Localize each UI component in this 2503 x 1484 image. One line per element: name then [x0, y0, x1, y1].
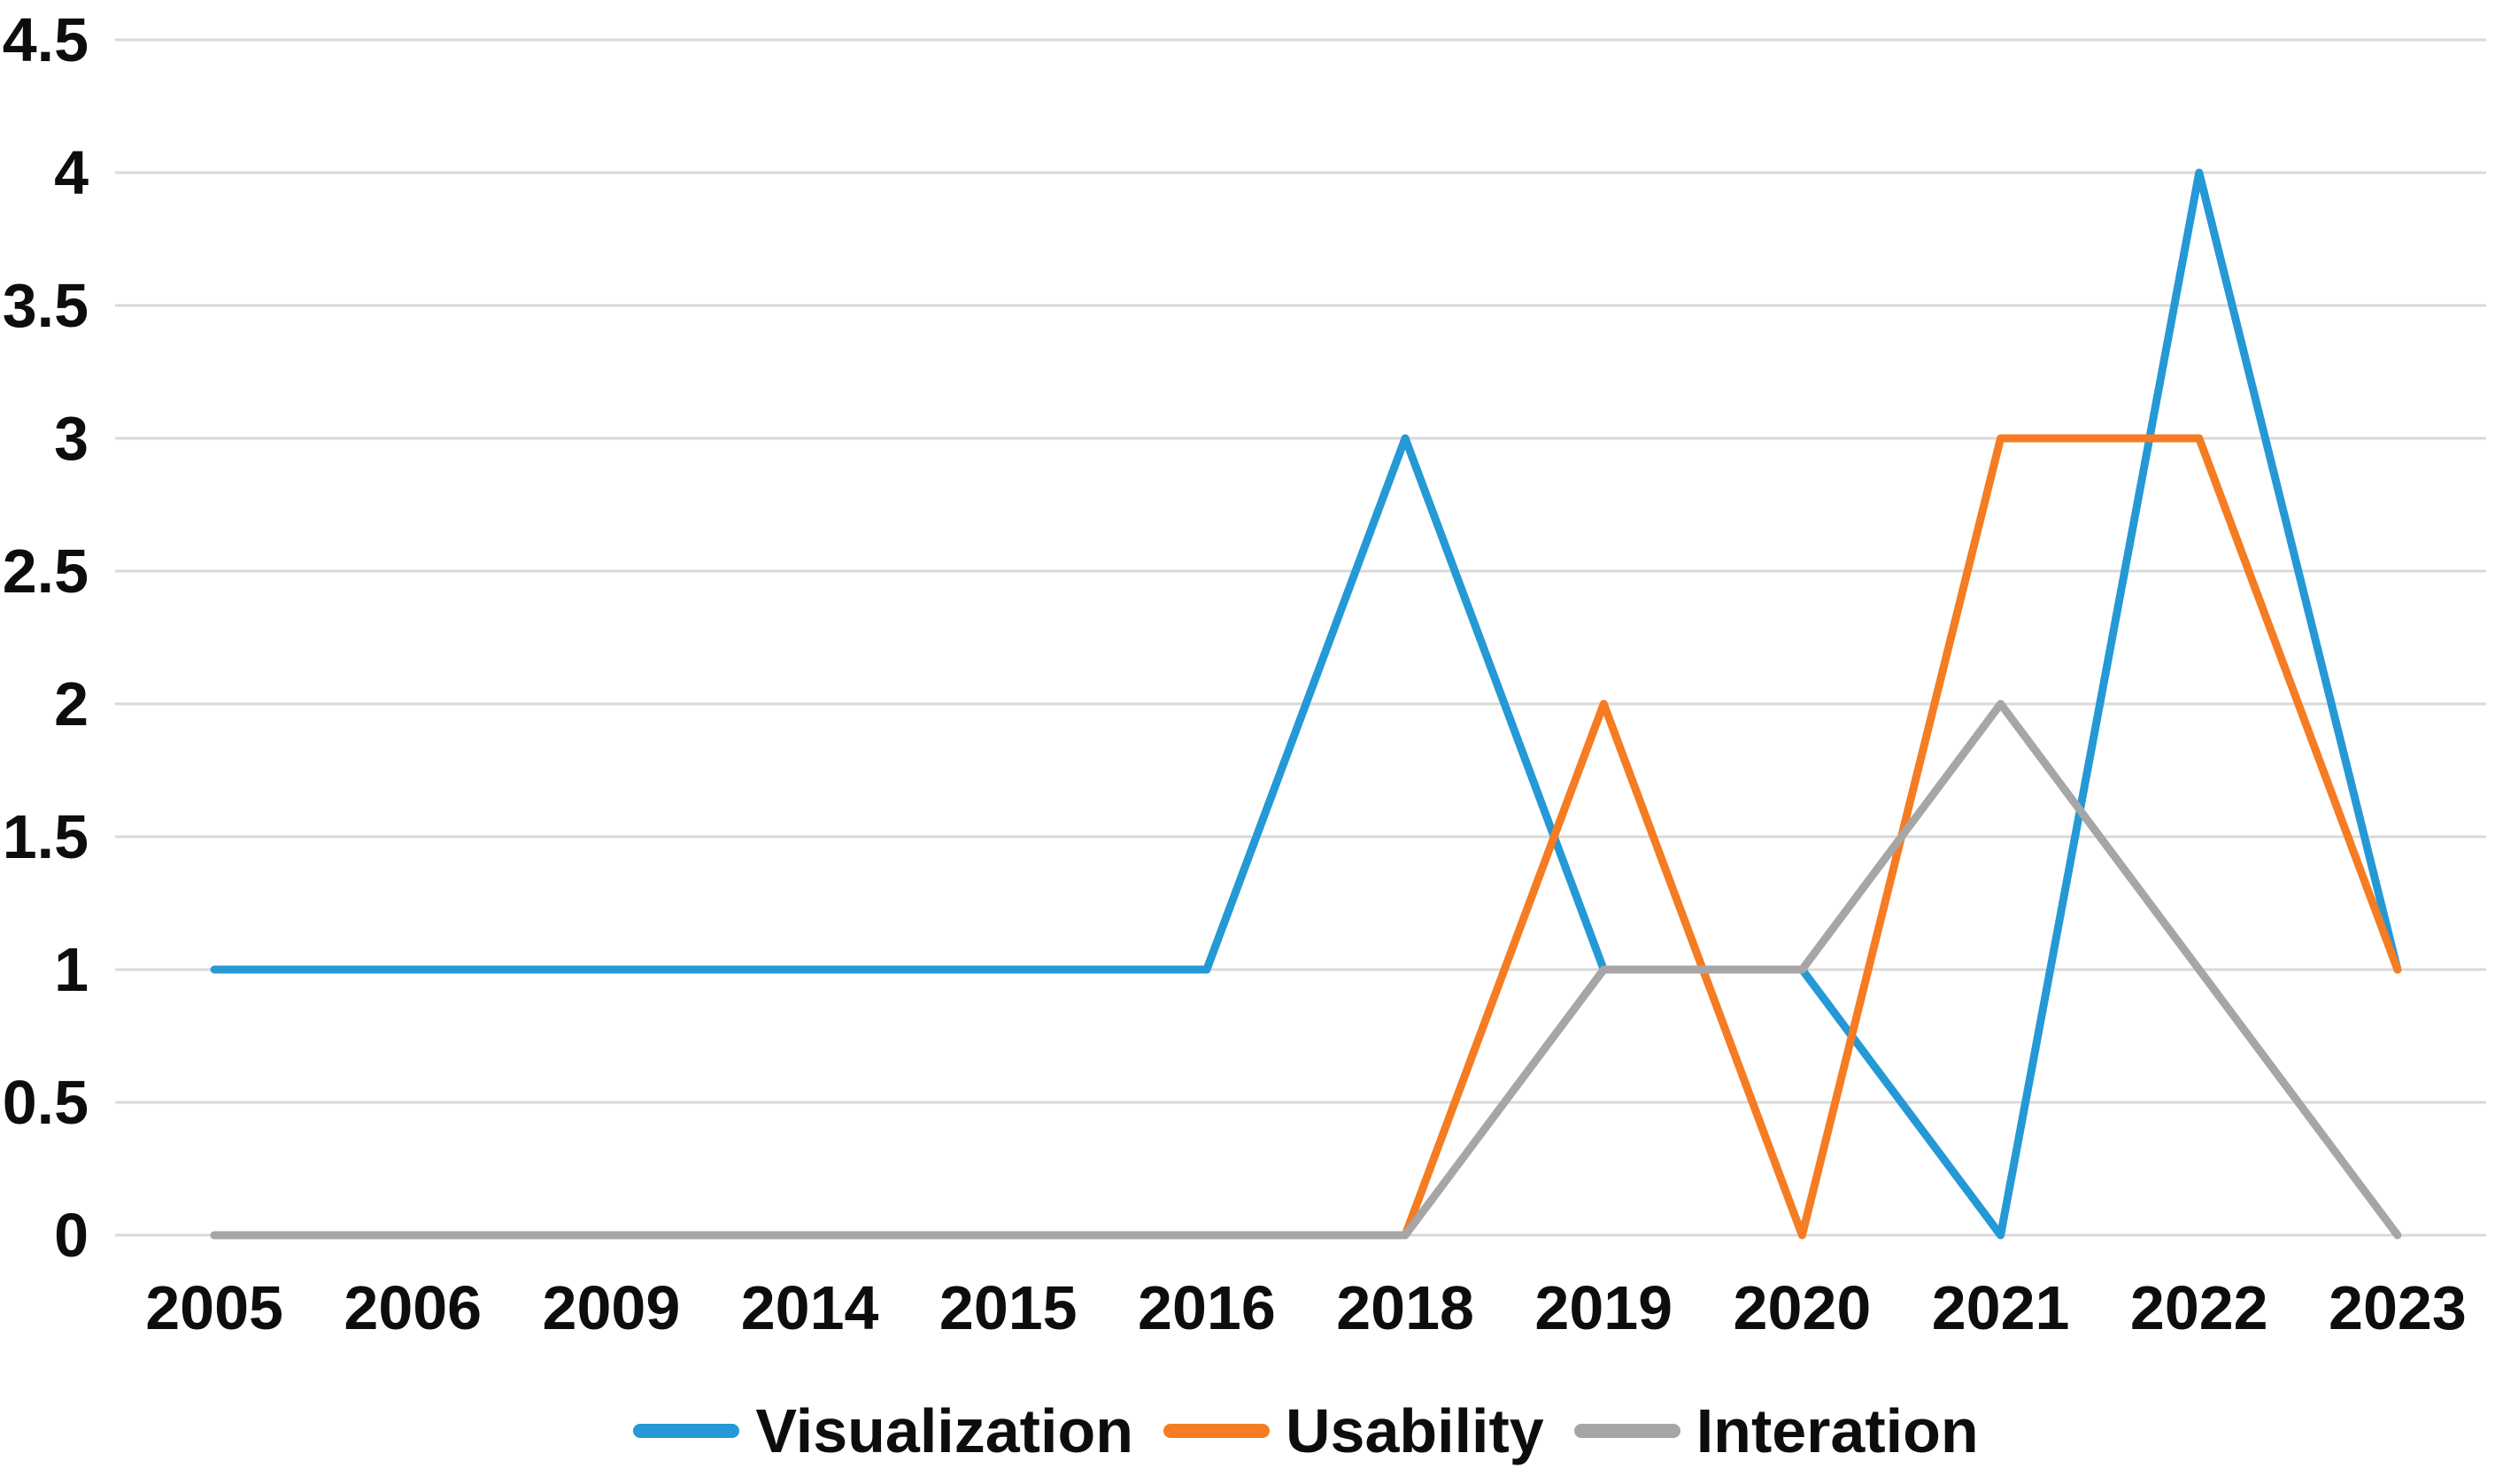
- y-tick-label: 2.5: [2, 537, 89, 606]
- x-tick-label: 2020: [1733, 1273, 1872, 1342]
- x-tick-label: 2022: [2129, 1273, 2268, 1342]
- legend-label: Interation: [1696, 1396, 1979, 1465]
- x-tick-label: 2014: [740, 1273, 879, 1342]
- y-tick-label: 4.5: [2, 5, 89, 74]
- legend-item-usability: Usability: [1163, 1397, 1544, 1465]
- y-tick-label: 0.5: [2, 1068, 89, 1137]
- x-tick-label: 2019: [1534, 1273, 1673, 1342]
- x-tick-label: 2005: [145, 1273, 283, 1342]
- y-tick-label: 2: [54, 669, 89, 738]
- legend-item-visualization: Visualization: [633, 1397, 1133, 1465]
- x-tick-label: 2021: [1931, 1273, 2070, 1342]
- x-tick-label: 2015: [939, 1273, 1078, 1342]
- x-tick-label: 2006: [344, 1273, 483, 1342]
- legend-label: Usability: [1285, 1396, 1544, 1465]
- legend-item-interation: Interation: [1573, 1396, 1979, 1465]
- y-tick-label: 3: [54, 404, 89, 473]
- legend-line-icon: [633, 1424, 740, 1438]
- legend-line-icon: [1573, 1424, 1680, 1438]
- y-tick-label: 1: [54, 935, 89, 1004]
- y-tick-label: 3.5: [2, 271, 89, 340]
- legend-line-icon: [1163, 1424, 1270, 1438]
- series-line-interation: [210, 699, 2402, 1240]
- y-tick-label: 1.5: [2, 802, 89, 871]
- x-tick-label: 2018: [1336, 1273, 1474, 1342]
- x-tick-label: 2023: [2329, 1273, 2467, 1342]
- legend-label: Visualization: [755, 1396, 1133, 1465]
- y-tick-label: 4: [54, 138, 89, 207]
- series-line-visualization: [210, 168, 2402, 1240]
- x-tick-label: 2009: [542, 1273, 681, 1342]
- x-tick-label: 2016: [1138, 1273, 1276, 1342]
- y-tick-label: 0: [54, 1201, 89, 1270]
- chart-legend: Visualization Usability Interation: [115, 1397, 2497, 1465]
